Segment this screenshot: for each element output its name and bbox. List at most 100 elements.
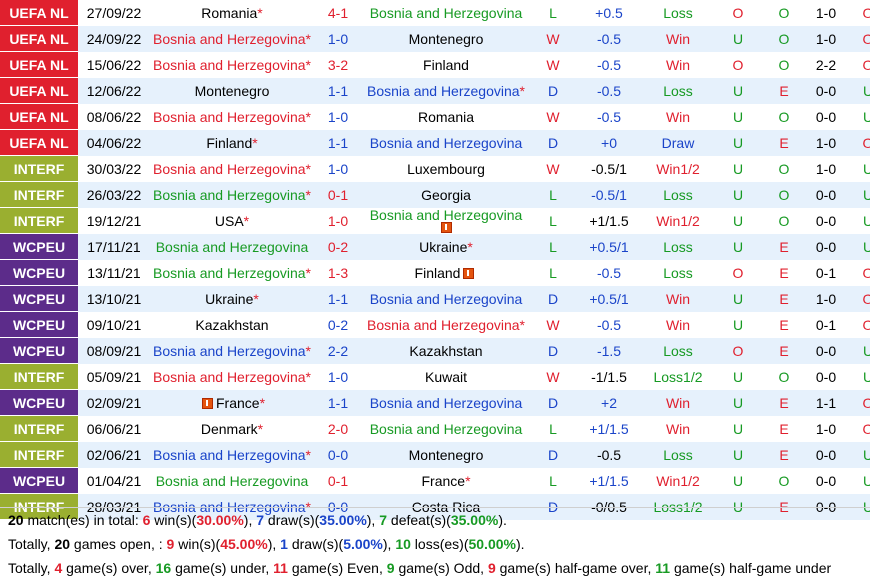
away-team[interactable]: Bosnia and Herzegovina	[362, 207, 530, 234]
match-score[interactable]: 1-0	[314, 207, 362, 234]
score-value[interactable]: 1-1	[327, 82, 349, 99]
away-team-name[interactable]: Bosnia and Herzegovina	[367, 82, 520, 99]
competition-badge[interactable]: WCPEU	[0, 285, 78, 312]
competition-badge[interactable]: INTERF	[0, 155, 78, 182]
competition-badge[interactable]: UEFA NL	[0, 0, 78, 26]
score-value[interactable]: 0-0	[327, 498, 349, 515]
away-team-name[interactable]: Georgia	[421, 186, 471, 203]
competition-badge[interactable]: WCPEU	[0, 337, 78, 364]
away-team-name[interactable]: Luxembourg	[407, 160, 485, 177]
competition-badge[interactable]: INTERF	[0, 493, 78, 520]
match-score[interactable]: 0-1	[314, 467, 362, 494]
away-team-name[interactable]: Bosnia and Herzegovina	[367, 316, 520, 333]
home-team-name[interactable]: Bosnia and Herzegovina	[153, 160, 306, 177]
match-score[interactable]: 0-0	[314, 493, 362, 520]
competition-badge[interactable]: UEFA NL	[0, 25, 78, 52]
home-team-name[interactable]: Bosnia and Herzegovina	[153, 498, 306, 515]
home-team[interactable]: Bosnia and Herzegovina*	[150, 25, 314, 52]
home-team-name[interactable]: Bosnia and Herzegovina	[153, 264, 306, 281]
score-value[interactable]: 1-0	[327, 108, 349, 125]
home-team-name[interactable]: Denmark	[200, 420, 258, 437]
home-team-name[interactable]: Bosnia and Herzegovina	[153, 30, 306, 47]
competition-badge[interactable]: WCPEU	[0, 389, 78, 416]
home-team-name[interactable]: Bosnia and Herzegovina	[153, 446, 306, 463]
score-value[interactable]: 1-0	[327, 368, 349, 385]
competition-badge[interactable]: INTERF	[0, 181, 78, 208]
match-score[interactable]: 0-2	[314, 233, 362, 260]
home-team-name[interactable]: Finland	[206, 134, 253, 151]
home-team[interactable]: Ukraine*	[150, 285, 314, 312]
home-team[interactable]: Romania*	[150, 0, 314, 26]
home-team-name[interactable]: Bosnia and Herzegovina	[153, 186, 306, 203]
home-team-name[interactable]: Ukraine	[205, 290, 254, 307]
home-team[interactable]: Bosnia and Herzegovina*	[150, 441, 314, 468]
home-team[interactable]: Bosnia and Herzegovina	[150, 233, 314, 260]
away-team[interactable]: Kazakhstan	[362, 337, 530, 364]
away-team-name[interactable]: Ukraine	[419, 238, 468, 255]
score-value[interactable]: 0-0	[327, 446, 349, 463]
home-team-name[interactable]: Bosnia and Herzegovina	[155, 472, 309, 489]
home-team[interactable]: Kazakhstan	[150, 311, 314, 338]
match-score[interactable]: 0-1	[314, 181, 362, 208]
competition-badge[interactable]: INTERF	[0, 415, 78, 442]
home-team-name[interactable]: Montenegro	[194, 82, 270, 99]
away-team-name[interactable]: Montenegro	[408, 446, 484, 463]
home-team[interactable]: USA*	[150, 207, 314, 234]
score-value[interactable]: 1-0	[327, 212, 349, 229]
away-team[interactable]: Finland	[362, 51, 530, 78]
match-score[interactable]: 3-2	[314, 51, 362, 78]
match-score[interactable]: 2-0	[314, 415, 362, 442]
home-team[interactable]: Bosnia and Herzegovina*	[150, 51, 314, 78]
match-score[interactable]: 2-2	[314, 337, 362, 364]
away-team[interactable]: France*	[362, 467, 530, 494]
competition-badge[interactable]: UEFA NL	[0, 129, 78, 156]
away-team[interactable]: Georgia	[362, 181, 530, 208]
match-score[interactable]: 0-2	[314, 311, 362, 338]
score-value[interactable]: 0-1	[327, 472, 349, 489]
match-score[interactable]: 1-0	[314, 25, 362, 52]
away-team[interactable]: Bosnia and Herzegovina	[362, 0, 530, 26]
home-team[interactable]: Bosnia and Herzegovina*	[150, 259, 314, 286]
away-team[interactable]: Bosnia and Herzegovina	[362, 389, 530, 416]
competition-badge[interactable]: INTERF	[0, 207, 78, 234]
home-team-name[interactable]: Bosnia and Herzegovina	[153, 342, 306, 359]
competition-badge[interactable]: WCPEU	[0, 233, 78, 260]
competition-badge[interactable]: WCPEU	[0, 259, 78, 286]
away-team-name[interactable]: Kuwait	[424, 368, 468, 385]
competition-badge[interactable]: INTERF	[0, 363, 78, 390]
score-value[interactable]: 1-1	[327, 134, 349, 151]
score-value[interactable]: 2-2	[327, 342, 349, 359]
home-team-name[interactable]: USA	[214, 212, 244, 229]
score-value[interactable]: 2-0	[327, 420, 349, 437]
away-team-name[interactable]: Bosnia and Herzegovina	[369, 394, 523, 411]
away-team-name[interactable]: Bosnia and Herzegovina	[369, 4, 523, 21]
match-score[interactable]: 1-0	[314, 103, 362, 130]
score-value[interactable]: 1-3	[327, 264, 349, 281]
match-score[interactable]: 1-1	[314, 77, 362, 104]
away-team-name[interactable]: Bosnia and Herzegovina	[369, 420, 523, 437]
match-score[interactable]: 1-1	[314, 129, 362, 156]
match-score[interactable]: 1-1	[314, 285, 362, 312]
match-score[interactable]: 4-1	[314, 0, 362, 26]
match-score[interactable]: 1-1	[314, 389, 362, 416]
competition-badge[interactable]: WCPEU	[0, 467, 78, 494]
score-value[interactable]: 3-2	[327, 56, 349, 73]
score-value[interactable]: 1-0	[327, 30, 349, 47]
away-team-name[interactable]: Finland	[423, 56, 469, 73]
home-team[interactable]: Bosnia and Herzegovina*	[150, 103, 314, 130]
home-team[interactable]: Montenegro	[150, 77, 314, 104]
away-team[interactable]: Montenegro	[362, 25, 530, 52]
away-team-name[interactable]: Kazakhstan	[409, 342, 483, 359]
away-team[interactable]: Bosnia and Herzegovina	[362, 415, 530, 442]
away-team[interactable]: Luxembourg	[362, 155, 530, 182]
score-value[interactable]: 0-1	[327, 186, 349, 203]
home-team-name[interactable]: Bosnia and Herzegovina	[153, 56, 306, 73]
score-value[interactable]: 1-1	[327, 290, 349, 307]
competition-badge[interactable]: UEFA NL	[0, 103, 78, 130]
away-team-name[interactable]: Bosnia and Herzegovina	[369, 134, 523, 151]
away-team[interactable]: Bosnia and Herzegovina	[362, 129, 530, 156]
away-team-name[interactable]: Finland	[414, 264, 461, 281]
away-team-name[interactable]: Bosnia and Herzegovina	[369, 290, 523, 307]
score-value[interactable]: 0-2	[327, 316, 349, 333]
competition-badge[interactable]: UEFA NL	[0, 77, 78, 104]
